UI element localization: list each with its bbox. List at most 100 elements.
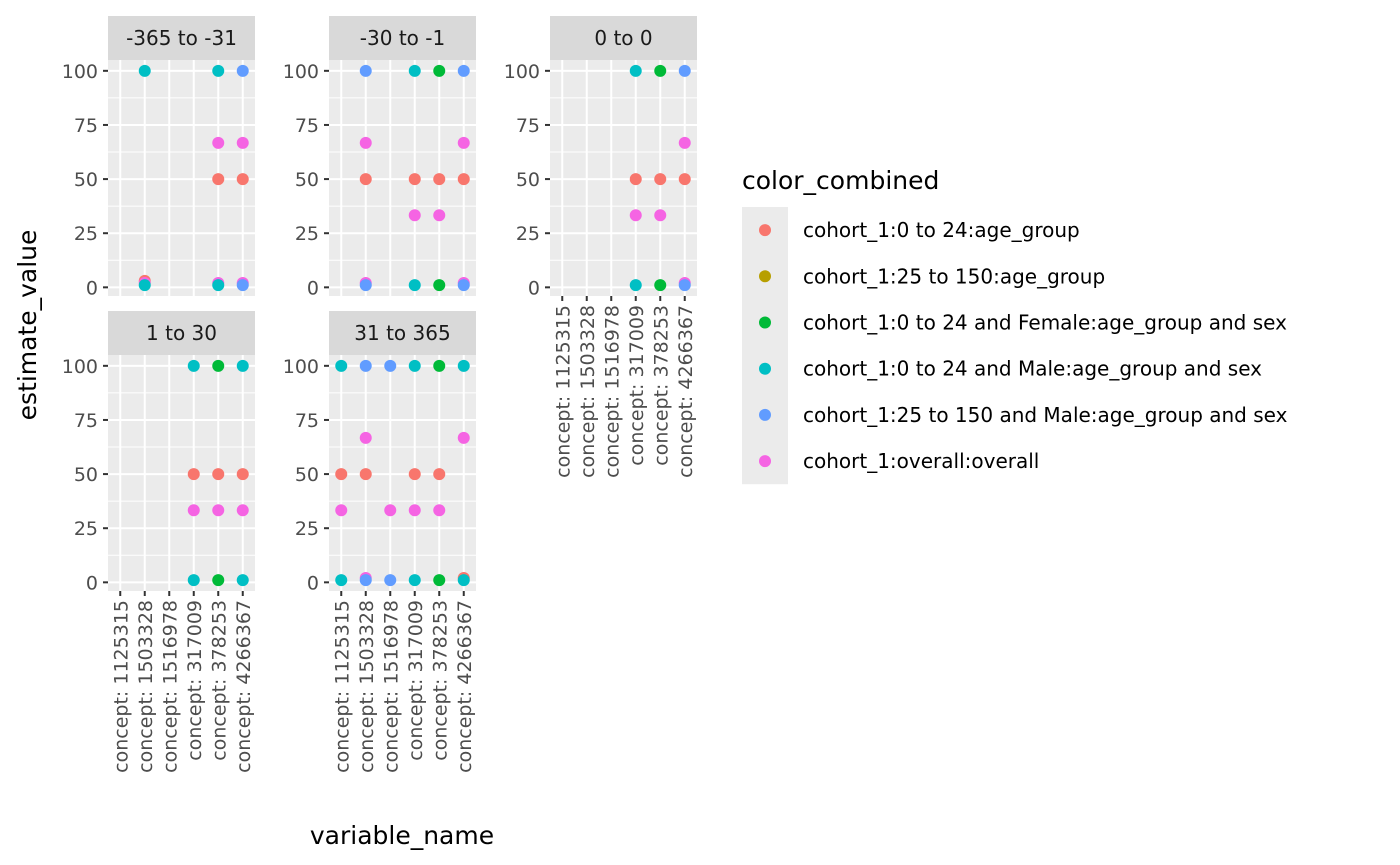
data-point (457, 359, 470, 372)
x-tick-label: concept: 317009 (405, 600, 427, 761)
x-tick-label: concept: 4266367 (454, 600, 476, 773)
data-point (384, 504, 397, 517)
y-tick-label: 100 (504, 61, 540, 83)
data-point (433, 504, 446, 517)
x-tick-label: concept: 1125315 (110, 600, 132, 773)
panel-background (329, 60, 476, 296)
data-point (236, 359, 249, 372)
data-point (408, 279, 421, 292)
panel-background (550, 60, 697, 296)
y-tick-label: 0 (528, 277, 540, 299)
facet-strip (108, 16, 255, 60)
data-point (408, 359, 421, 372)
x-tick-label: concept: 1503328 (356, 600, 378, 773)
y-tick-label: 25 (74, 223, 98, 245)
data-point (359, 574, 372, 587)
legend-label: cohort_1:0 to 24 and Male:age_group and … (803, 357, 1262, 381)
facet-strip (329, 311, 476, 355)
data-point (359, 431, 372, 444)
data-point (678, 136, 691, 149)
data-point (457, 574, 470, 587)
data-point (433, 574, 446, 587)
data-point (236, 574, 249, 587)
panel-background (329, 355, 476, 591)
data-point (212, 136, 225, 149)
data-point (138, 279, 151, 292)
data-point (654, 209, 667, 222)
facet-strip (108, 311, 255, 355)
legend-key (759, 362, 771, 375)
legend-label: cohort_1:0 to 24 and Female:age_group an… (803, 311, 1287, 335)
y-tick-label: 100 (62, 61, 98, 83)
legend-label: cohort_1:0 to 24:age_group (803, 218, 1080, 242)
data-point (408, 504, 421, 517)
data-point (212, 64, 225, 77)
data-point (433, 173, 446, 186)
panel-background (108, 355, 255, 591)
data-point (629, 173, 642, 186)
x-axis-title: variable_name (310, 821, 494, 850)
data-point (212, 504, 225, 517)
y-tick-label: 0 (86, 277, 98, 299)
x-tick-label: concept: 317009 (626, 305, 648, 466)
data-point (187, 504, 200, 517)
data-point (359, 173, 372, 186)
y-tick-label: 50 (516, 169, 540, 191)
x-tick-label: concept: 1125315 (331, 600, 353, 773)
data-point (236, 173, 249, 186)
data-point (457, 173, 470, 186)
y-tick-label: 50 (295, 169, 319, 191)
facet-strip (550, 16, 697, 60)
x-tick-label: concept: 378253 (650, 305, 672, 466)
y-tick-label: 25 (295, 223, 319, 245)
data-point (654, 173, 667, 186)
data-point (408, 209, 421, 222)
legend-label: cohort_1:25 to 150:age_group (803, 264, 1105, 288)
legend-key (759, 408, 771, 421)
data-point (678, 173, 691, 186)
data-point (359, 279, 372, 292)
y-tick-label: 0 (307, 572, 319, 594)
x-tick-label: concept: 1503328 (577, 305, 599, 478)
legend-key (759, 224, 771, 237)
y-tick-label: 100 (62, 356, 98, 378)
facet-panels: -365 to -31 0 25 50 75 100 -30 to -1 0 25 50 75 100… (62, 16, 697, 773)
facet-strip-label: 1 to 30 (146, 321, 217, 345)
x-tick-label: concept: 1125315 (552, 305, 574, 478)
y-axis-title: estimate_value (13, 230, 42, 421)
legend-label: cohort_1:25 to 150 and Male:age_group an… (803, 403, 1288, 427)
data-point (187, 359, 200, 372)
data-point (236, 279, 249, 292)
y-tick-label: 0 (86, 572, 98, 594)
data-point (457, 279, 470, 292)
data-point (236, 468, 249, 481)
panel-background (108, 60, 255, 296)
data-point (236, 136, 249, 149)
y-tick-label: 75 (295, 115, 319, 137)
data-point (654, 279, 667, 292)
data-point (359, 136, 372, 149)
data-point (138, 64, 151, 77)
y-tick-label: 25 (516, 223, 540, 245)
facet-panel: -365 to -31 0 25 50 75 100 (62, 16, 255, 299)
data-point (187, 574, 200, 587)
facet-panel: -30 to -1 0 25 50 75 100 (283, 16, 476, 299)
data-point (212, 173, 225, 186)
data-point (359, 64, 372, 77)
legend-key (759, 316, 771, 329)
data-point (335, 468, 348, 481)
x-tick-label: concept: 1516978 (601, 305, 623, 478)
data-point (384, 359, 397, 372)
data-point (212, 359, 225, 372)
facet-strip-label: -365 to -31 (126, 26, 237, 50)
data-point (433, 279, 446, 292)
data-point (678, 279, 691, 292)
data-point (457, 136, 470, 149)
y-tick-label: 50 (74, 169, 98, 191)
x-tick-label: concept: 1503328 (135, 600, 157, 773)
x-tick-label: concept: 4266367 (675, 305, 697, 478)
data-point (433, 468, 446, 481)
